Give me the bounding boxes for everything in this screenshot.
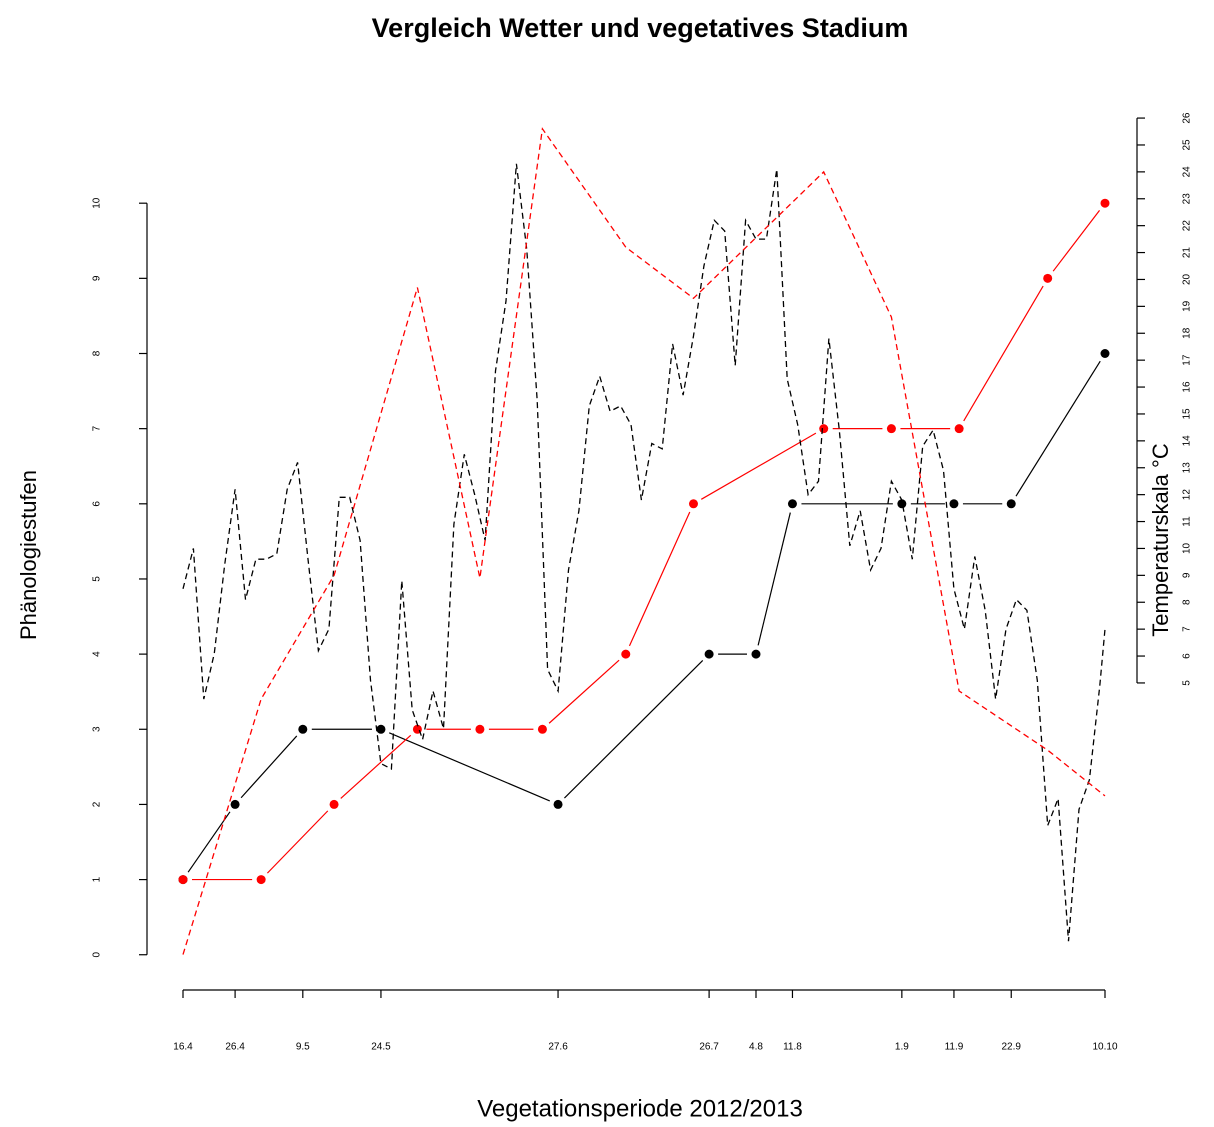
point xyxy=(886,424,896,434)
y2-tick-label: 16 xyxy=(1182,381,1193,393)
x-tick-label: 10.10 xyxy=(1092,1042,1117,1053)
x-tick-label: 26.4 xyxy=(225,1042,245,1053)
x-tick-label: 22.9 xyxy=(1002,1042,1022,1053)
y2-tick-label: 9 xyxy=(1182,572,1193,578)
connector xyxy=(700,432,817,500)
x-tick-label: 16.4 xyxy=(173,1042,193,1053)
connector xyxy=(1052,209,1101,272)
chart-title: Vergleich Wetter und vegetatives Stadium xyxy=(372,13,909,43)
y-tick-label: 10 xyxy=(92,197,103,209)
point xyxy=(256,875,266,885)
connector xyxy=(757,512,791,646)
point xyxy=(688,499,698,509)
connector xyxy=(628,511,691,647)
connector xyxy=(548,659,620,724)
y2-tick-label: 20 xyxy=(1182,273,1193,285)
point xyxy=(329,799,339,809)
y2-tick-label: 24 xyxy=(1182,166,1193,178)
y2-tick-label: 11 xyxy=(1182,516,1193,527)
point xyxy=(1100,198,1110,208)
point xyxy=(178,875,188,885)
x-tick-label: 9.5 xyxy=(296,1042,310,1053)
y-tick-label: 9 xyxy=(92,275,103,281)
y2-tick-label: 7 xyxy=(1182,626,1193,632)
y2-tick-label: 22 xyxy=(1182,220,1193,232)
point xyxy=(704,649,714,659)
y-tick-label: 1 xyxy=(92,876,103,882)
y2-tick-label: 12 xyxy=(1182,489,1193,501)
x-tick-label: 11.9 xyxy=(945,1042,964,1053)
y-tick-label: 4 xyxy=(92,651,103,657)
y2-tick-label: 26 xyxy=(1182,112,1193,124)
point xyxy=(1043,273,1053,283)
connector xyxy=(564,660,704,799)
y2-tick-label: 23 xyxy=(1182,193,1193,205)
y-axis-label: Phänologiestufen xyxy=(16,470,41,640)
y-tick-label: 0 xyxy=(92,952,103,958)
y2-tick-label: 21 xyxy=(1182,247,1193,259)
point xyxy=(230,799,240,809)
connector xyxy=(187,811,231,873)
point xyxy=(1006,499,1016,509)
y-tick-label: 6 xyxy=(92,501,103,507)
point xyxy=(376,724,386,734)
point xyxy=(954,424,964,434)
x-tick-label: 24.5 xyxy=(371,1042,391,1053)
x-tick-label: 26.7 xyxy=(699,1042,719,1053)
y-tick-label: 8 xyxy=(92,350,103,356)
x-tick-label: 27.6 xyxy=(548,1042,568,1053)
point xyxy=(897,499,907,509)
point xyxy=(819,424,829,434)
point xyxy=(787,499,797,509)
connector xyxy=(1015,360,1101,497)
y2-tick-label: 13 xyxy=(1182,462,1193,474)
connector xyxy=(340,734,412,799)
y2-tick-label: 19 xyxy=(1182,300,1193,312)
connector xyxy=(388,732,551,802)
y-tick-label: 2 xyxy=(92,801,103,807)
y2-tick-label: 10 xyxy=(1182,542,1193,554)
temperature-line xyxy=(182,127,1106,955)
y2-tick-label: 5 xyxy=(1182,680,1193,686)
point xyxy=(751,649,761,659)
y2-tick-label: 18 xyxy=(1182,327,1193,339)
point xyxy=(949,499,959,509)
point xyxy=(537,724,547,734)
connector xyxy=(963,285,1044,422)
x-tick-label: 4.8 xyxy=(749,1042,763,1053)
point xyxy=(475,724,485,734)
connector xyxy=(240,735,298,799)
point xyxy=(621,649,631,659)
x-tick-label: 1.9 xyxy=(895,1042,909,1053)
temperature-line xyxy=(182,163,1106,942)
point xyxy=(1100,349,1110,359)
point xyxy=(553,799,563,809)
x-tick-label: 11.8 xyxy=(783,1042,802,1053)
point xyxy=(298,724,308,734)
x-axis-label: Vegetationsperiode 2012/2013 xyxy=(477,1095,803,1122)
y2-tick-label: 8 xyxy=(1182,599,1193,605)
y2-tick-label: 6 xyxy=(1182,653,1193,659)
y2-tick-label: 15 xyxy=(1182,408,1193,420)
y-tick-label: 3 xyxy=(92,726,103,732)
y2-tick-label: 25 xyxy=(1182,139,1193,151)
y2-tick-label: 17 xyxy=(1182,354,1193,366)
y2-axis-label: Temperaturskala °C xyxy=(1148,443,1173,637)
y2-tick-label: 14 xyxy=(1182,435,1193,447)
connector xyxy=(266,810,329,874)
y-tick-label: 7 xyxy=(92,425,103,431)
y-tick-label: 5 xyxy=(92,576,103,582)
